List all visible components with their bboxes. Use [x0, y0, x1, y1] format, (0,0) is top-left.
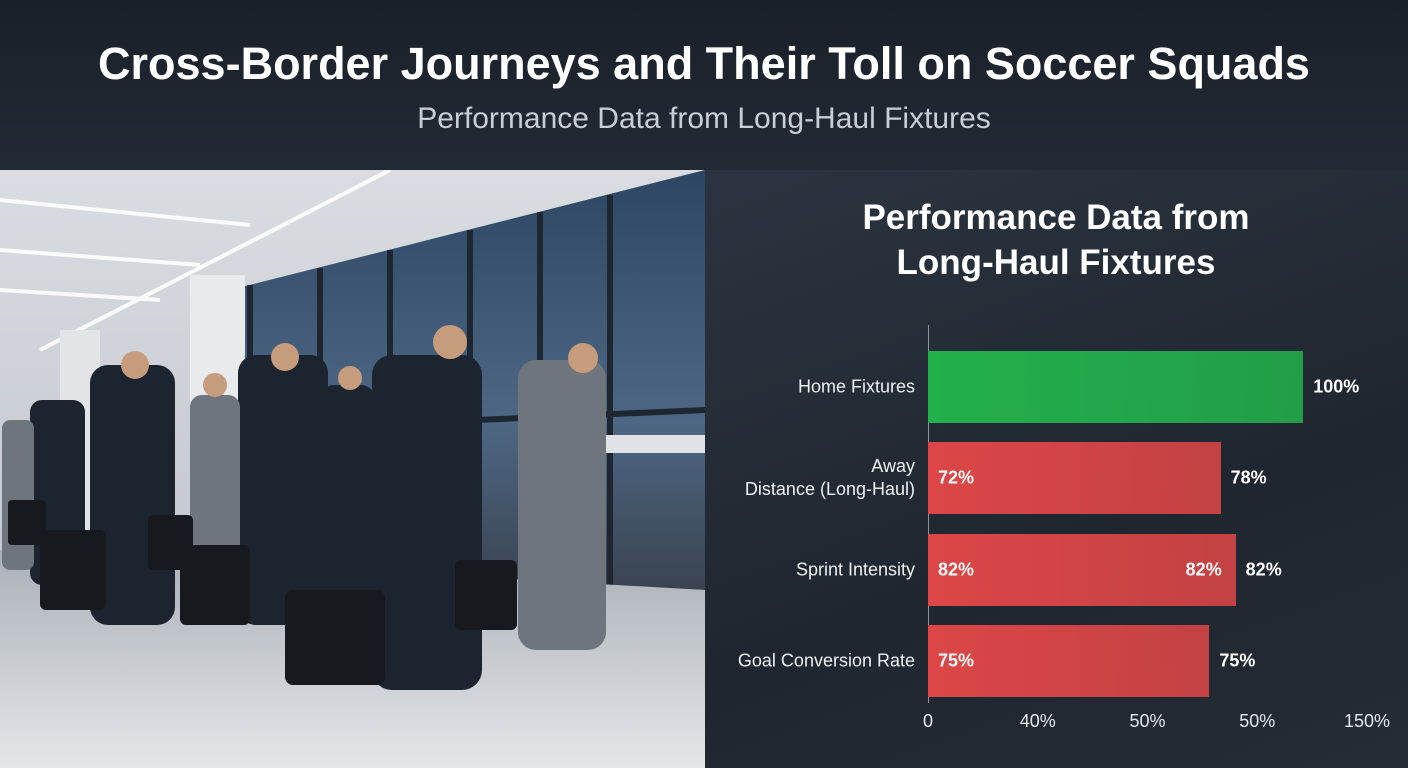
category-label: Home Fixtures — [797, 376, 915, 397]
value-label: 82% — [1245, 559, 1282, 580]
value-label: 78% — [1230, 467, 1267, 488]
bar — [928, 350, 1304, 423]
chart-title: Performance Data from Long-Haul Fixtures — [862, 198, 1250, 282]
page-subtitle: Performance Data from Long-Haul Fixtures — [417, 102, 991, 135]
header — [0, 0, 1408, 170]
value-label: 100% — [1313, 376, 1360, 397]
bar — [928, 625, 1210, 698]
end-label: 82% — [1185, 559, 1222, 580]
x-tick-label: 0 — [922, 711, 934, 731]
x-tick-label: 50% — [1239, 711, 1276, 731]
value-label: 75% — [1219, 650, 1256, 671]
airport-photo — [0, 170, 705, 768]
category-label: Goal Conversion Rate — [737, 650, 915, 671]
category-label: Away Distance (Long-Haul) — [744, 456, 915, 500]
page-title: Cross-Border Journeys and Their Toll on … — [98, 38, 1310, 89]
x-tick-label: 150% — [1343, 711, 1391, 731]
x-tick-label: 40% — [1019, 711, 1056, 731]
inner-label: 82% — [938, 559, 975, 580]
category-label: Sprint Intensity — [795, 559, 915, 580]
x-tick-label: 50% — [1129, 711, 1166, 731]
bar — [928, 442, 1221, 515]
bar — [928, 533, 1236, 606]
inner-label: 72% — [938, 467, 975, 488]
inner-label: 75% — [938, 650, 975, 671]
